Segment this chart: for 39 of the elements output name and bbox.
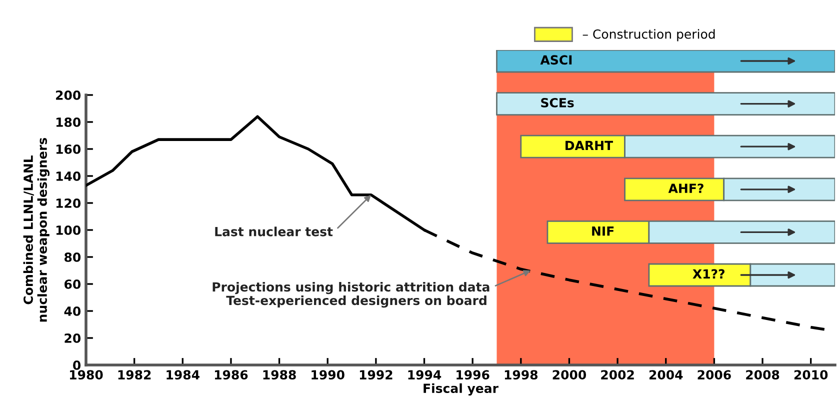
category-label: SCEs xyxy=(541,98,574,108)
y-tick-label: 0 xyxy=(73,360,81,370)
x-tick-label: 1994 xyxy=(408,370,442,380)
x-tick-label: 1990 xyxy=(312,370,344,380)
y-tick-label: 120 xyxy=(56,198,81,208)
category-label: ASCI xyxy=(540,55,572,65)
x-tick-label: 1984 xyxy=(166,370,200,380)
x-tick-label: 1988 xyxy=(263,370,296,380)
category-label: X1?? xyxy=(692,269,724,278)
category-label: NIF xyxy=(592,226,614,236)
y-tick-label: 20 xyxy=(64,333,81,343)
x-tick-label: 1992 xyxy=(360,370,392,380)
y-tick-label: 160 xyxy=(56,144,81,154)
annotation: Projections using historic attrition data xyxy=(212,282,490,294)
x-tick-label: 1998 xyxy=(504,370,538,380)
x-tick-label: 1996 xyxy=(456,370,490,380)
x-tick-label: 2004 xyxy=(649,370,683,380)
x-tick-label: 2000 xyxy=(552,370,586,380)
category-label: AHF? xyxy=(668,184,704,193)
x-tick-label: 2010 xyxy=(794,370,828,380)
y-tick-label: 140 xyxy=(56,171,81,181)
category-label: DARHT xyxy=(566,140,613,150)
annotation: Test-experienced designers on board xyxy=(226,295,486,308)
x-tick-label: 2002 xyxy=(601,370,634,380)
x-axis-title: Fiscal year xyxy=(424,383,498,396)
y-tick-label: 60 xyxy=(64,279,81,289)
y-tick-label: 40 xyxy=(64,306,81,316)
y-axis-title: Combined LLNL/LANL nuclear weapon designers xyxy=(23,138,50,322)
y-tick-label: 180 xyxy=(56,117,81,127)
y-tick-label: 100 xyxy=(56,225,81,235)
legend-label: – Construction period xyxy=(582,29,715,42)
x-tick-label: 1986 xyxy=(214,370,248,380)
annotation: Last nuclear test xyxy=(215,226,333,236)
x-tick-label: 2008 xyxy=(746,370,780,380)
x-tick-label: 1980 xyxy=(70,370,103,380)
x-tick-label: 2006 xyxy=(698,370,731,380)
x-tick-label: 1982 xyxy=(118,370,151,380)
y-tick-label: 200 xyxy=(56,90,81,100)
y-tick-label: 80 xyxy=(64,252,81,262)
